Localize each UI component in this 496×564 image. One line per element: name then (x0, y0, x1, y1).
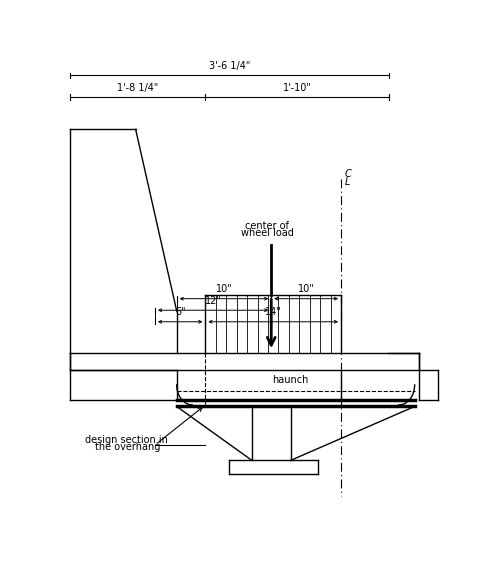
Text: 14": 14" (265, 307, 282, 318)
Text: L: L (345, 177, 350, 187)
Text: 12": 12" (205, 296, 222, 306)
Text: 10": 10" (298, 284, 314, 294)
Text: 3'-6 1/4": 3'-6 1/4" (209, 61, 250, 71)
Text: design section in: design section in (85, 435, 168, 445)
Text: haunch: haunch (272, 375, 309, 385)
Text: the overhang: the overhang (95, 442, 160, 452)
Text: C: C (345, 169, 352, 179)
Text: 1'-10": 1'-10" (283, 82, 311, 92)
Text: 10": 10" (216, 284, 232, 294)
Text: center of: center of (246, 221, 289, 231)
Text: wheel load: wheel load (241, 227, 294, 237)
Text: 1'-8 1/4": 1'-8 1/4" (117, 82, 158, 92)
Text: 6": 6" (175, 307, 186, 318)
